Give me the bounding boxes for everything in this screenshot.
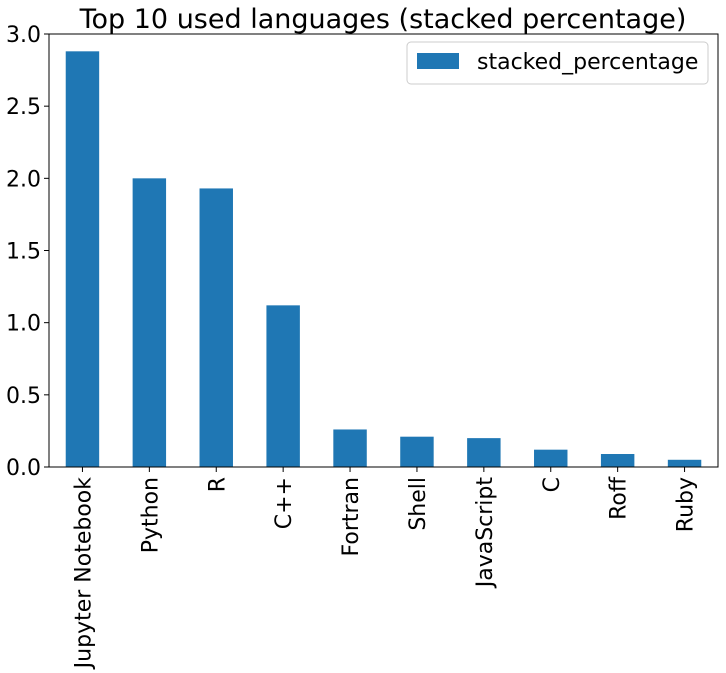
y-tick-label: 0.5 (6, 384, 41, 409)
x-tick-label: Jupyter Notebook (71, 477, 96, 671)
y-tick-label: 1.0 (6, 312, 41, 337)
x-tick-label: Python (138, 477, 163, 553)
y-tick-label: 3.0 (6, 23, 41, 48)
bar-c (534, 449, 568, 467)
y-axis: 0.0 0.5 1.0 1.5 2.0 2.5 3.0 (6, 23, 49, 481)
bar-shell (400, 436, 434, 467)
bars-group (65, 51, 702, 468)
y-tick-label: 2.0 (6, 167, 41, 192)
bar-javascript (467, 438, 501, 467)
x-tick-label: Roff (607, 476, 632, 520)
y-tick-label: 1.5 (6, 240, 41, 265)
plot-frame (48, 33, 719, 468)
legend-swatch (417, 53, 459, 69)
bar-python (132, 178, 167, 468)
legend-box (406, 41, 709, 85)
x-tick-label: R (205, 477, 230, 492)
chart-title: Top 10 used languages (stacked percentag… (79, 4, 687, 35)
x-tick-label: Fortran (339, 477, 364, 556)
bar-ruby (667, 459, 702, 467)
x-tick-label: JavaScript (473, 477, 498, 590)
bar-jupyter-notebook (65, 51, 100, 467)
bar-fortran (333, 429, 367, 467)
bar-r (199, 188, 233, 468)
legend: stacked_percentage (406, 41, 709, 85)
x-tick-label: Ruby (674, 477, 699, 532)
y-tick-label: 0.0 (6, 456, 41, 481)
x-axis: Jupyter Notebook Python R C++ Fortran Shell Ja… (71, 467, 699, 671)
y-tick-label: 2.5 (6, 95, 41, 120)
x-tick-label: Shell (406, 477, 431, 531)
bar-c- (266, 305, 300, 467)
legend-label: stacked_percentage (477, 50, 698, 75)
x-tick-label: C (540, 477, 565, 492)
bar-roff (600, 454, 635, 467)
x-tick-label: C++ (272, 477, 297, 529)
